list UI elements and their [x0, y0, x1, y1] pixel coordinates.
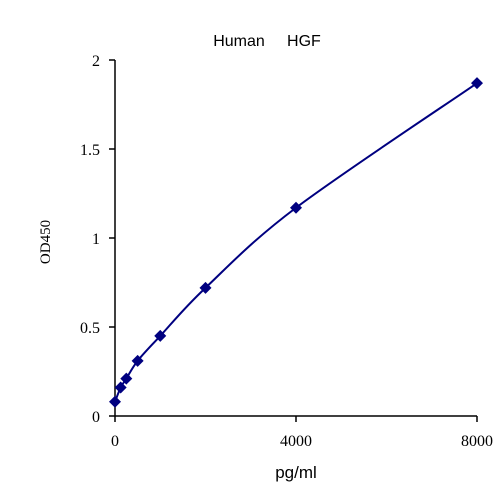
x-tick-label: 4000: [280, 433, 312, 450]
data-point: [114, 381, 127, 394]
y-tick-label: 1: [92, 231, 100, 248]
x-axis-label: pg/ml: [275, 463, 317, 482]
data-points: [109, 77, 483, 408]
y-tick-label: 0: [92, 409, 100, 426]
x-tick-label: 0: [111, 433, 119, 450]
data-point: [199, 281, 212, 294]
fit-curve: [114, 82, 478, 403]
data-point: [120, 372, 133, 385]
data-point: [290, 201, 302, 214]
y-tick-label: 2: [92, 53, 100, 70]
data-point: [131, 354, 144, 367]
y-tick-label: 0.5: [80, 320, 100, 337]
y-tick-label: 1.5: [80, 142, 100, 159]
data-point: [471, 77, 483, 90]
data-point: [154, 329, 167, 342]
data-point: [109, 395, 121, 408]
chart-title: Human HGF: [213, 33, 321, 50]
y-axis-label: OD450: [38, 220, 54, 264]
x-tick-label: 8000: [461, 433, 493, 450]
y-axis-ticks: 0 0.5 1 1.5 2: [80, 53, 115, 426]
x-axis-ticks: 0 4000 8000: [111, 416, 493, 450]
